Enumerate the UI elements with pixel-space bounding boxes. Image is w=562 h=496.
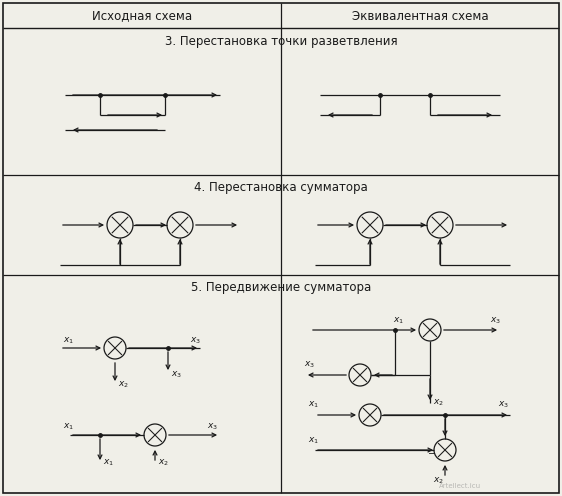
Text: $x_3$: $x_3$	[171, 369, 182, 379]
Text: $x_1$: $x_1$	[308, 400, 319, 411]
Text: $x_3$: $x_3$	[190, 335, 201, 346]
Text: $-$: $-$	[428, 447, 437, 457]
Text: $x_1$: $x_1$	[63, 422, 74, 433]
Text: $x_1$: $x_1$	[308, 435, 319, 445]
Text: $x_3$: $x_3$	[490, 315, 501, 325]
Text: 4. Перестановка сумматора: 4. Перестановка сумматора	[194, 182, 368, 194]
Text: $x_1$: $x_1$	[63, 335, 74, 346]
Text: $x_2$: $x_2$	[433, 398, 444, 409]
Text: $x_3$: $x_3$	[498, 400, 509, 411]
Text: Аrtellect.icu: Аrtellect.icu	[439, 483, 481, 489]
Text: $x_1$: $x_1$	[393, 315, 404, 325]
Text: 5. Передвижение сумматора: 5. Передвижение сумматора	[191, 282, 371, 295]
Text: $x_2$: $x_2$	[433, 475, 444, 486]
Text: Исходная схема: Исходная схема	[92, 9, 192, 22]
Text: Эквивалентная схема: Эквивалентная схема	[352, 9, 488, 22]
Text: $x_2$: $x_2$	[158, 458, 169, 469]
Text: $x_2$: $x_2$	[118, 380, 129, 390]
Text: $x_1$: $x_1$	[103, 458, 114, 469]
Text: $x_3$: $x_3$	[207, 422, 218, 433]
Text: 3. Перестановка точки разветвления: 3. Перестановка точки разветвления	[165, 36, 397, 49]
Text: $x_3$: $x_3$	[304, 360, 315, 371]
